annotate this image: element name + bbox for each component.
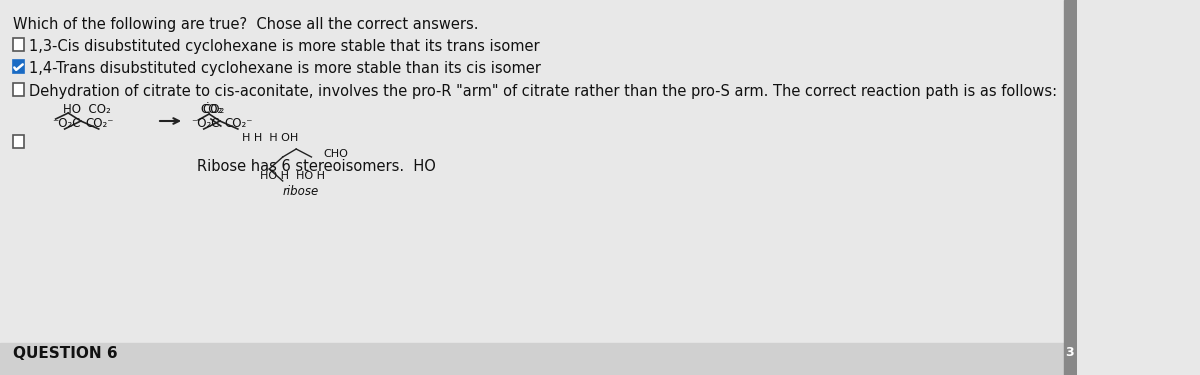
- Text: ⁻O₂C: ⁻O₂C: [191, 117, 220, 130]
- Text: H H  H OH: H H H OH: [242, 133, 299, 143]
- FancyBboxPatch shape: [12, 135, 24, 148]
- Bar: [0, 343, 1078, 375]
- Text: Which of the following are true?  Chose all the correct answers.: Which of the following are true? Chose a…: [12, 17, 478, 32]
- FancyBboxPatch shape: [12, 83, 24, 96]
- Text: 1,3-Cis disubstituted cyclohexane is more stable that its trans isomer: 1,3-Cis disubstituted cyclohexane is mor…: [29, 39, 539, 54]
- Text: ⁻O₂C: ⁻O₂C: [52, 117, 80, 130]
- Text: Dehydration of citrate to cis-aconitate, involves the pro-R "arm" of citrate rat: Dehydration of citrate to cis-aconitate,…: [29, 84, 1057, 99]
- Text: 1,4-Trans disubstituted cyclohexane is more stable than its cis isomer: 1,4-Trans disubstituted cyclohexane is m…: [29, 61, 540, 76]
- Text: ĊO₂: ĊO₂: [202, 103, 224, 116]
- Text: 3: 3: [1066, 346, 1074, 360]
- Text: HO  CO₂: HO CO₂: [62, 103, 110, 116]
- Bar: [1063, 0, 1078, 375]
- Text: Ribose has 6 stereoisomers.  HO: Ribose has 6 stereoisomers. HO: [198, 159, 437, 174]
- FancyBboxPatch shape: [12, 38, 24, 51]
- Text: ribose: ribose: [283, 185, 319, 198]
- Text: CO₂: CO₂: [200, 103, 222, 116]
- Text: CHO: CHO: [323, 149, 348, 159]
- FancyBboxPatch shape: [12, 60, 24, 73]
- Text: QUESTION 6: QUESTION 6: [12, 345, 118, 360]
- Text: CO₂⁻: CO₂⁻: [85, 117, 114, 130]
- Text: HO H  HO H: HO H HO H: [260, 171, 325, 181]
- Text: CO₂⁻: CO₂⁻: [224, 117, 253, 130]
